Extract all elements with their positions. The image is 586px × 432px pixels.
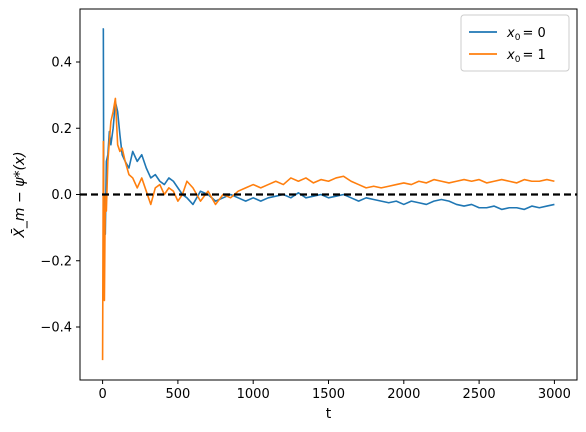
legend-var: x	[506, 26, 515, 41]
x-tick-label: 2000	[387, 387, 420, 402]
legend-sub: 0	[515, 55, 521, 65]
legend-box	[460, 14, 570, 72]
y-tick-label: 0.4	[51, 56, 72, 71]
legend-rest: = 0	[522, 26, 545, 41]
x-axis-label: t	[326, 406, 332, 422]
y-axis-label: X̄_m − ψ*(x)	[10, 151, 28, 238]
series-line-0	[102, 28, 555, 236]
legend-rest: = 1	[522, 48, 545, 63]
x-tick-label: 3000	[538, 387, 571, 402]
y-tick-label: 0.2	[51, 122, 72, 137]
y-tick-label: −0.4	[40, 321, 72, 336]
y-tick-label: 0.0	[51, 188, 72, 203]
series-line-1	[101, 97, 555, 361]
x-tick-label: 1500	[312, 387, 345, 402]
x-tick-label: 0	[98, 387, 106, 402]
x-tick-label: 1000	[237, 387, 270, 402]
y-tick-label: −0.2	[40, 254, 72, 269]
legend-var: x	[506, 48, 515, 63]
plot-area	[80, 28, 577, 361]
legend-sub: 0	[515, 33, 521, 43]
axes: 0 500 1000 1500 2000 2500 3000 −0.4 −0.2 0.0 0.2 0.…	[10, 8, 578, 422]
legend-label-1: x0 = 1	[506, 48, 546, 65]
x-tick-label: 500	[165, 387, 190, 402]
x-tick-label: 2500	[463, 387, 496, 402]
legend-label-0: x0 = 0	[506, 26, 546, 43]
legend: x0 = 0x0 = 1	[460, 14, 570, 72]
